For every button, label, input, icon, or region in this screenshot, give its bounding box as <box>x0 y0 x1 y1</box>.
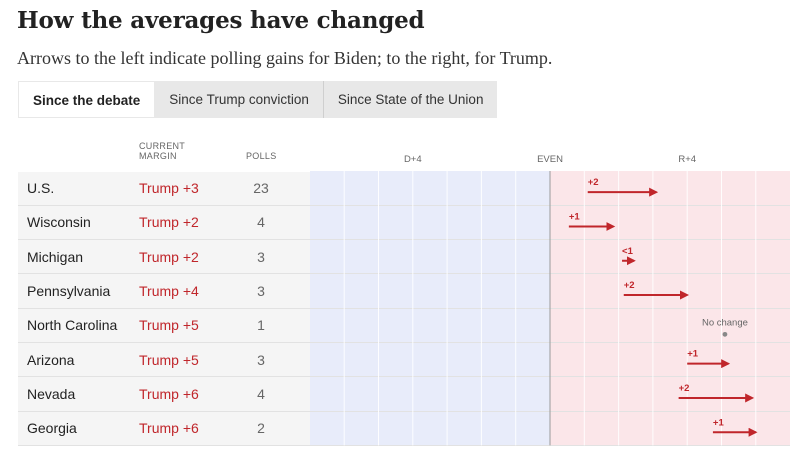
column-header-margin-line1: CURRENT <box>139 141 186 151</box>
column-header-polls: POLLS <box>246 151 277 161</box>
table-row <box>18 240 310 275</box>
state-label: Arizona <box>27 351 75 368</box>
state-label: Georgia <box>27 420 77 437</box>
row-separator <box>18 410 790 412</box>
column-header-margin-line2: MARGIN <box>139 151 177 161</box>
state-label: Nevada <box>27 385 76 402</box>
row-separator <box>18 273 790 275</box>
state-label: U.S. <box>27 180 55 196</box>
table-row <box>18 205 310 240</box>
change-label: <1 <box>622 246 634 257</box>
current-margin: Trump +5 <box>139 351 199 368</box>
change-label: +1 <box>713 417 725 428</box>
table-row <box>18 171 310 206</box>
poll-count: 1 <box>257 317 265 334</box>
table-row <box>18 377 310 412</box>
change-label: +1 <box>687 349 699 360</box>
tab-since-conviction[interactable]: Since Trump conviction <box>169 92 309 107</box>
current-margin: Trump +2 <box>139 214 199 231</box>
poll-count: 4 <box>257 385 265 402</box>
row-separator <box>18 376 790 378</box>
axis-tick-label: EVEN <box>537 154 563 165</box>
tab-since-debate[interactable]: Since the debate <box>18 81 156 118</box>
change-label: +2 <box>588 177 599 188</box>
table-row <box>18 308 310 343</box>
column-header-margin: CURRENT MARGIN <box>139 141 185 161</box>
no-change-dot <box>722 331 728 337</box>
tab-since-sotu[interactable]: Since State of the Union <box>322 81 498 118</box>
state-label: Pennsylvania <box>27 282 111 299</box>
row-separator <box>18 239 790 241</box>
change-label: +2 <box>624 280 635 291</box>
poll-count: 23 <box>253 180 269 196</box>
change-label: +2 <box>679 383 690 394</box>
poll-count: 3 <box>257 248 265 265</box>
current-margin: Trump +2 <box>139 248 199 265</box>
poll-count: 3 <box>257 282 265 299</box>
chart-subtitle: Arrows to the left indicate polling gain… <box>17 48 553 68</box>
chart-title: How the averages have changed <box>17 7 425 34</box>
current-margin: Trump +3 <box>139 180 199 196</box>
tab-bar: Since the debate Since Trump conviction … <box>18 81 498 118</box>
change-label: +1 <box>569 211 581 222</box>
poll-count: 4 <box>257 214 265 231</box>
state-label: Michigan <box>27 248 84 265</box>
change-label: No change <box>702 317 748 328</box>
row-separator <box>18 204 790 206</box>
row-separator <box>18 307 790 309</box>
current-margin: Trump +4 <box>139 282 199 299</box>
state-label: North Carolina <box>27 317 118 334</box>
current-margin: Trump +5 <box>139 317 199 334</box>
row-separator <box>18 342 790 343</box>
table-row <box>18 274 310 309</box>
state-label: Wisconsin <box>27 214 91 231</box>
poll-count: 3 <box>257 351 265 368</box>
poll-count: 2 <box>257 420 265 437</box>
current-margin: Trump +6 <box>139 420 199 437</box>
table-row <box>18 411 310 446</box>
current-margin: Trump +6 <box>139 385 199 402</box>
table-row <box>18 343 310 377</box>
axis-tick-label: D+4 <box>404 154 422 165</box>
row-separator <box>18 444 790 446</box>
axis-tick-label: R+4 <box>678 154 696 165</box>
